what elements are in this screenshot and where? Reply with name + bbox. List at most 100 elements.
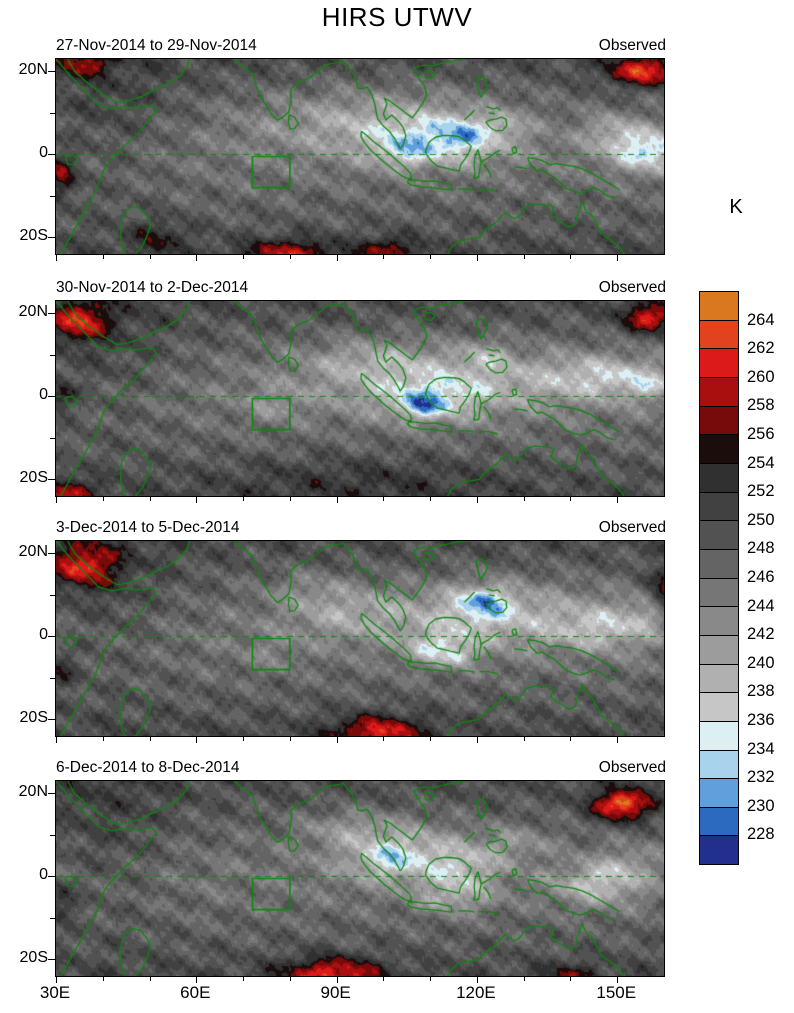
lon-axis-tick [477,977,478,983]
map-panel-1 [48,58,665,261]
colorbar-cell [700,520,738,549]
colorbar-cell [700,634,738,664]
lon-axis-tick [570,737,571,741]
lon-axis-label: 120E [456,983,496,1002]
lon-axis-tick [383,497,384,501]
lon-axis-tick [56,255,57,261]
lon-axis-tick [430,497,431,501]
lat-axis-tick [48,479,55,480]
colorbar-cell [700,434,738,463]
lon-axis-tick [103,255,104,259]
colorbar-cell [700,348,738,377]
panel-header: 3-Dec-2014 to 5-Dec-2014 Observed [56,519,666,537]
colorbar-tick-label: 260 [747,367,775,386]
lon-axis-tick [196,977,197,983]
lon-axis-tick [196,497,197,503]
lat-axis-tick [48,237,55,238]
colorbar-tick-label: 228 [747,825,775,844]
lon-axis-tick [524,977,525,981]
lon-axis-tick [430,737,431,741]
panel-source-label: Observed [598,37,666,54]
lon-axis-label: 90E [320,983,351,1002]
panel-date-label: 3-Dec-2014 to 5-Dec-2014 [56,519,240,536]
lon-axis-tick [150,497,151,501]
lon-axis-tick [570,977,571,981]
colorbar-tick-label: 252 [747,482,775,501]
lat-axis-label: 20S [19,709,48,727]
lon-axis-tick [290,737,291,741]
lat-axis-label: 0 [39,626,48,644]
colorbar-tick-label: 250 [747,510,775,529]
lat-axis-tick [48,793,55,794]
lon-axis-tick [477,255,478,261]
lat-axis-label: 20S [19,469,48,487]
lon-axis-tick [196,255,197,261]
colorbar-tick-label: 248 [747,539,775,558]
lon-axis-tick [337,255,338,261]
colorbar-cell [700,577,738,607]
lon-axis-tick [570,497,571,501]
lat-axis-tick [50,196,55,197]
map-canvas [56,301,664,496]
lon-axis-tick [617,255,618,261]
colorbar-tick-label: 256 [747,425,775,443]
panel-header: 30-Nov-2014 to 2-Dec-2014 Observed [56,279,666,297]
lon-axis-tick [524,255,525,259]
colorbar-tick-label: 254 [747,453,775,472]
lat-axis-label: 0 [39,386,48,404]
colorbar-cell [700,376,738,406]
map-panel-3 [48,540,665,743]
colorbar-unit-label: K [729,196,743,218]
colorbar-tick-label: 236 [747,711,775,729]
colorbar-tick-label: 244 [747,596,775,615]
lat-axis-label: 20S [19,949,48,967]
panel-source-label: Observed [598,279,666,296]
lon-axis-tick [570,255,571,259]
colorbar-tick-label: 264 [747,310,775,329]
panel-date-label: 6-Dec-2014 to 8-Dec-2014 [56,759,240,776]
lon-axis-tick [477,737,478,743]
lon-axis-tick [56,737,57,743]
lon-axis-tick [383,977,384,981]
lat-axis-label: 20N [18,303,48,321]
colorbar-cell [700,720,738,750]
lat-axis-tick [48,719,55,720]
lat-axis-tick [48,71,55,72]
colorbar-tick-label: 234 [747,739,775,758]
lon-axis-tick [617,977,618,983]
colorbar-cell [700,292,738,320]
panel-header: 6-Dec-2014 to 8-Dec-2014 Observed [56,759,666,777]
lat-axis-tick [48,959,55,960]
lon-axis-tick [383,255,384,259]
lon-axis-tick [150,737,151,741]
lat-axis-label: 0 [39,144,48,162]
lon-axis-label: 60E [180,983,211,1002]
colorbar-cell [700,462,738,492]
lon-axis-label: 30E [39,983,71,1002]
lat-axis-tick [50,355,55,356]
colorbar [699,291,739,865]
colorbar-tick-label: 232 [747,768,775,787]
colorbar-tick-label: 246 [747,568,775,586]
colorbar-tick-label: 262 [747,339,775,358]
lat-axis-label: 20S [19,227,48,245]
lat-axis-tick [48,553,55,554]
colorbar-cell [700,778,738,807]
panel-source-label: Observed [598,519,666,536]
lon-axis-tick [337,737,338,743]
lon-axis-tick [383,737,384,741]
lat-axis-label: 20N [18,61,48,79]
colorbar-cell [700,606,738,635]
lon-axis-tick [56,977,57,983]
colorbar-tick-label: 238 [747,682,775,701]
lat-axis-tick [48,313,55,314]
colorbar-tick-label: 230 [747,796,775,815]
colorbar-cell [700,491,738,521]
colorbar-cell [700,405,738,435]
lon-axis-tick [103,737,104,741]
colorbar-cell [700,749,738,779]
lon-axis-tick [290,255,291,259]
lon-axis-tick [103,497,104,501]
colorbar-cell [700,806,738,836]
lat-axis-tick [48,396,55,397]
